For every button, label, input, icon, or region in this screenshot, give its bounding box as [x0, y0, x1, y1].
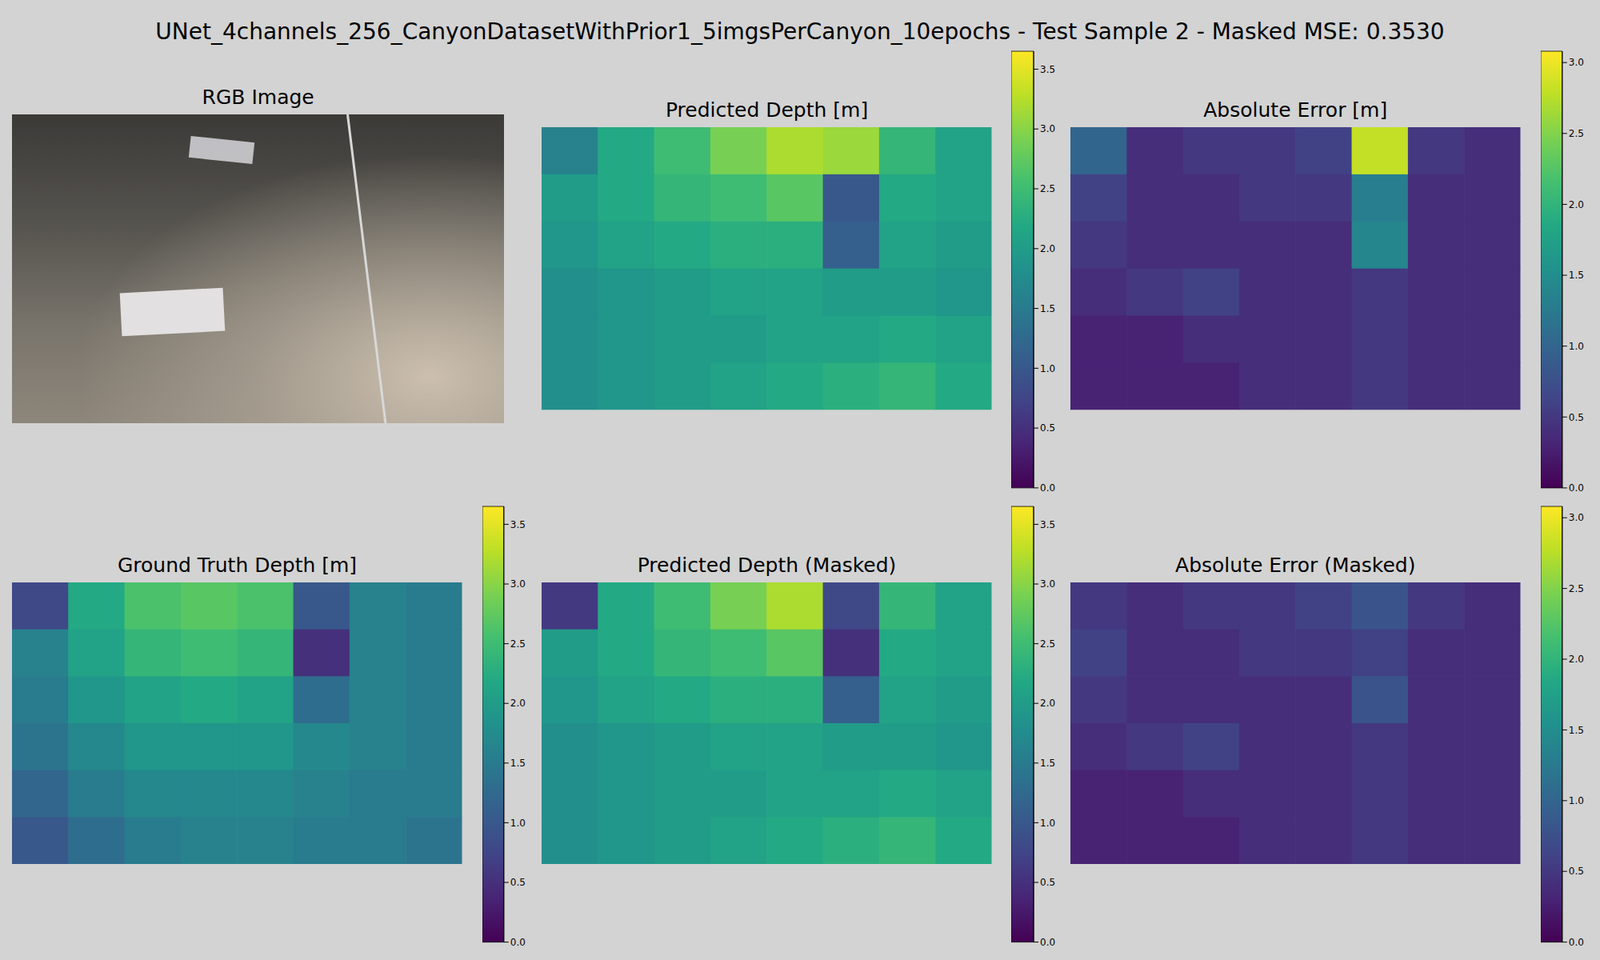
- svg-text:3.0: 3.0: [1040, 123, 1056, 135]
- svg-text:1.0: 1.0: [1568, 795, 1584, 807]
- svg-text:1.5: 1.5: [1568, 724, 1584, 736]
- svg-text:0.5: 0.5: [1040, 422, 1056, 434]
- svg-text:2.0: 2.0: [1568, 198, 1584, 210]
- svg-text:1.0: 1.0: [1040, 816, 1056, 828]
- svg-text:2.5: 2.5: [1568, 582, 1584, 594]
- svg-text:3.5: 3.5: [1040, 518, 1056, 530]
- svg-text:2.0: 2.0: [1040, 243, 1056, 255]
- svg-text:1.5: 1.5: [1040, 303, 1056, 315]
- svg-text:2.5: 2.5: [1568, 128, 1584, 140]
- svg-text:0.5: 0.5: [1568, 411, 1584, 423]
- svg-text:3.0: 3.0: [1040, 578, 1056, 590]
- svg-text:3.0: 3.0: [510, 578, 526, 590]
- svg-text:1.0: 1.0: [1568, 340, 1584, 352]
- html-text:Predicted Depth (Masked): Predicted Depth (Masked): [637, 553, 897, 578]
- svg-text:3.5: 3.5: [510, 518, 526, 530]
- svg-text:0.5: 0.5: [1040, 876, 1056, 888]
- html-text:Predicted Depth [m]: Predicted Depth [m]: [665, 98, 869, 122]
- svg-text:1.5: 1.5: [1568, 269, 1584, 281]
- svg-text:2.0: 2.0: [1568, 653, 1584, 665]
- svg-text:0.5: 0.5: [510, 876, 526, 888]
- svg-text:1.5: 1.5: [1040, 757, 1056, 769]
- svg-text:1.0: 1.0: [1040, 362, 1056, 374]
- svg-text:1.0: 1.0: [510, 816, 526, 828]
- svg-text:3.5: 3.5: [1040, 63, 1056, 75]
- svg-text:3.0: 3.0: [1568, 512, 1584, 524]
- svg-text:0.0: 0.0: [510, 936, 526, 948]
- svg-text:0.5: 0.5: [1568, 865, 1584, 877]
- svg-text:3.0: 3.0: [1568, 56, 1584, 68]
- svg-text:0.0: 0.0: [1040, 482, 1056, 494]
- html-text:RGB Image: RGB Image: [202, 85, 315, 109]
- svg-text:0.0: 0.0: [1040, 936, 1056, 948]
- svg-text:2.0: 2.0: [1040, 697, 1056, 709]
- html-text:UNet_4channels_256_CanyonDatas: UNet_4channels_256_CanyonDatasetWithPrio…: [155, 18, 1445, 45]
- html-text:Absolute Error [m]: Absolute Error [m]: [1203, 98, 1388, 122]
- html-text:Absolute Error (Masked): Absolute Error (Masked): [1175, 553, 1416, 578]
- html-text:Ground Truth Depth [m]: Ground Truth Depth [m]: [117, 553, 357, 578]
- svg-text:2.5: 2.5: [1040, 183, 1056, 195]
- svg-text:2.5: 2.5: [1040, 638, 1056, 650]
- svg-text:2.0: 2.0: [510, 697, 526, 709]
- svg-text:0.0: 0.0: [1568, 936, 1584, 948]
- svg-text:2.5: 2.5: [510, 638, 526, 650]
- svg-text:0.0: 0.0: [1568, 482, 1584, 494]
- svg-text:1.5: 1.5: [510, 757, 526, 769]
